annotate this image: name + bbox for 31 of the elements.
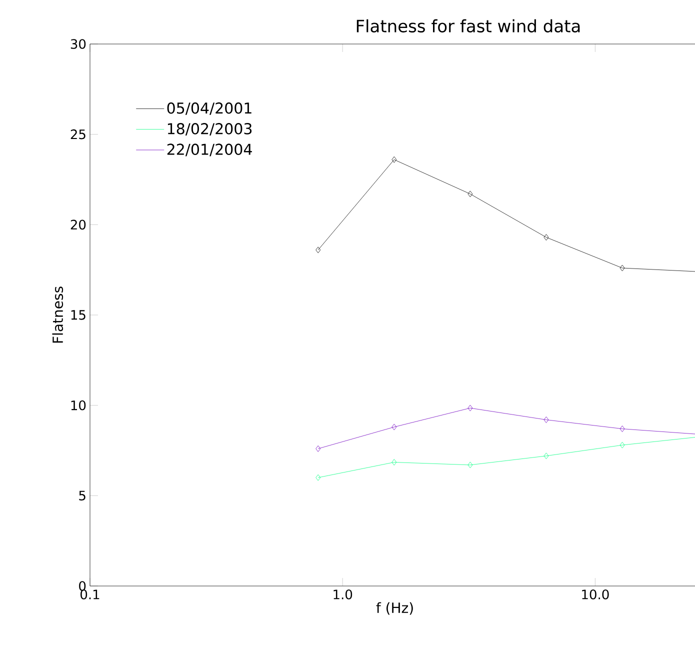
point	[620, 264, 625, 272]
point	[468, 404, 473, 412]
point	[468, 190, 473, 198]
point	[316, 474, 321, 481]
y-tick-label: 5	[79, 490, 86, 500]
point	[544, 234, 549, 241]
x-tick-label: 1.0	[334, 590, 352, 600]
point	[316, 246, 321, 254]
chart-title: Flatness for fast wind data	[356, 19, 580, 32]
point	[392, 156, 397, 163]
y-tick-label: 30	[70, 39, 86, 49]
point	[620, 426, 625, 432]
point	[544, 452, 549, 460]
x-tick-label: 0.1	[80, 590, 100, 600]
y-tick-label: 15	[71, 310, 86, 320]
point	[620, 442, 625, 448]
point	[392, 459, 397, 466]
point	[468, 462, 473, 468]
y-tick-label: 0	[79, 581, 86, 591]
point	[544, 416, 549, 423]
y-tick-label: 10	[71, 400, 86, 410]
y-tick-label: 25	[70, 129, 86, 140]
y-tick-label: 20	[70, 220, 86, 230]
x-axis-title: f (Hz)	[376, 602, 413, 615]
y-axis-title: Flatness	[52, 286, 64, 343]
legend-label: 22/01/2004	[167, 144, 252, 156]
point	[392, 424, 397, 430]
x-tick-label: 10.0	[582, 590, 609, 600]
legend-label: 18/02/2003	[168, 123, 252, 136]
point	[316, 445, 321, 452]
legend-label: 05/04/2001	[167, 102, 252, 115]
